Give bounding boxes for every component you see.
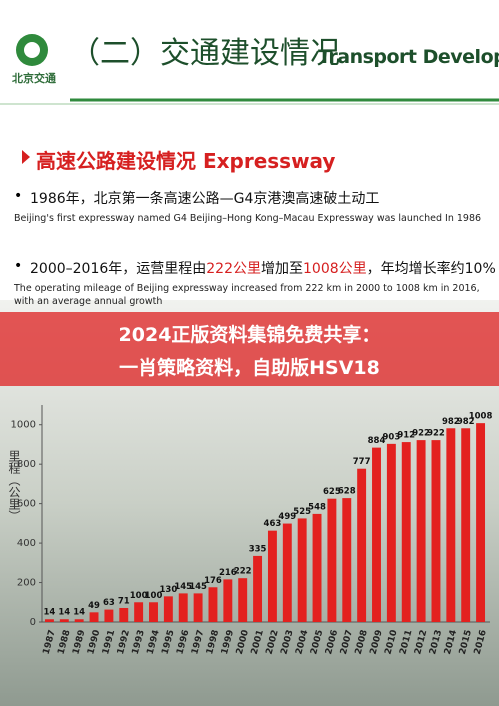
value-label: 145 [189, 582, 207, 592]
value-label: 63 [103, 598, 115, 608]
bar [357, 468, 367, 622]
bar [297, 518, 307, 622]
logo-icon-inner [24, 42, 40, 58]
bar [312, 513, 322, 622]
bar [476, 423, 486, 622]
bar [342, 498, 352, 622]
banner: 2024正版资料集锦免费共享： 一肖策略资料，自助版HSV18 [0, 312, 499, 386]
value-label: 130 [159, 585, 177, 595]
value-label: 100 [145, 591, 163, 601]
bar [89, 612, 99, 622]
value-label: 14 [58, 608, 70, 618]
value-label: 982 [442, 417, 460, 427]
value-label: 525 [293, 507, 311, 517]
y-tick-label: 600 [17, 499, 36, 510]
value-label: 463 [264, 519, 282, 529]
bullet-text: 增加至 [261, 261, 303, 277]
value-label: 335 [249, 544, 267, 554]
bullet-en: The operating mileage of Beijing express… [14, 283, 480, 307]
value-label: 982 [457, 417, 475, 427]
bullet-cn: 1986年，北京第一条高速公路—G4京港澳高速破土动工 [30, 188, 379, 208]
bar [431, 440, 441, 622]
bar [74, 619, 84, 622]
bar [134, 602, 144, 622]
banner-line: 一肖策略资料，自助版HSV18 [119, 357, 380, 379]
bullet-text: 222公里 [206, 261, 261, 277]
value-label: 49 [88, 601, 100, 611]
bar [401, 442, 411, 622]
bar [253, 555, 263, 622]
bar [193, 593, 203, 622]
bullet-dot: • [14, 258, 23, 274]
y-tick-label: 1000 [11, 420, 36, 431]
bullet-dot: • [14, 188, 23, 204]
y-tick-label: 400 [17, 538, 36, 549]
y-tick-label: 800 [17, 459, 36, 470]
bullet-en: Beijing's first expressway named G4 Beij… [14, 213, 482, 224]
bar [446, 428, 456, 622]
value-label: 71 [118, 596, 130, 606]
value-label: 1008 [469, 412, 493, 422]
bar [416, 440, 426, 622]
bar [223, 579, 233, 622]
bar [178, 593, 188, 622]
y-axis-label: 里程（公里） [7, 450, 21, 522]
bullet-text: 2000–2016年，运营里程由 [30, 261, 207, 277]
value-label: 548 [308, 502, 326, 512]
bar [461, 428, 471, 622]
value-label: 216 [219, 568, 237, 578]
bullet-cn: 2000–2016年，运营里程由222公里增加至1008公里，年均增长率约10% [30, 258, 496, 278]
bar [208, 587, 218, 622]
bar [104, 609, 114, 622]
bar [149, 602, 158, 622]
value-label: 922 [412, 429, 430, 439]
bullet-text: ，年均增长率约10% [366, 261, 496, 277]
bar [44, 619, 54, 622]
y-tick-label: 200 [17, 578, 36, 589]
bar [119, 607, 129, 622]
bar [163, 596, 173, 622]
value-label: 14 [44, 608, 56, 618]
bar [59, 619, 69, 622]
value-label: 100 [130, 591, 148, 601]
value-label: 14 [73, 608, 85, 618]
bar [282, 523, 292, 622]
bar [386, 443, 396, 622]
bar [372, 447, 381, 622]
bar [238, 578, 248, 622]
section-title: 高速公路建设情况 Expressway [36, 149, 336, 173]
title-en: Transport Development [318, 46, 499, 68]
value-label: 922 [427, 429, 445, 439]
bar [327, 498, 337, 622]
value-label: 145 [174, 582, 192, 592]
value-label: 628 [338, 487, 356, 497]
value-label: 176 [204, 576, 222, 586]
value-label: 884 [368, 436, 386, 446]
value-label: 903 [382, 432, 400, 442]
logo-text: 北京交通 [12, 72, 56, 85]
value-label: 222 [234, 567, 252, 577]
value-label: 625 [323, 487, 341, 497]
header-bg [0, 0, 499, 110]
bar [267, 530, 277, 622]
value-label: 499 [278, 512, 296, 522]
section-arrow [22, 150, 30, 164]
banner-line: 2024正版资料集锦免费共享： [118, 324, 381, 346]
bullet-text: 1008公里 [303, 261, 367, 277]
title-cn: （二）交通建设情况 [70, 36, 340, 71]
bullet-text: 1986年，北京第一条高速公路—G4京港澳高速破土动工 [30, 191, 380, 207]
value-label: 912 [397, 431, 415, 441]
y-tick-label: 0 [30, 617, 36, 628]
value-label: 777 [353, 457, 371, 467]
